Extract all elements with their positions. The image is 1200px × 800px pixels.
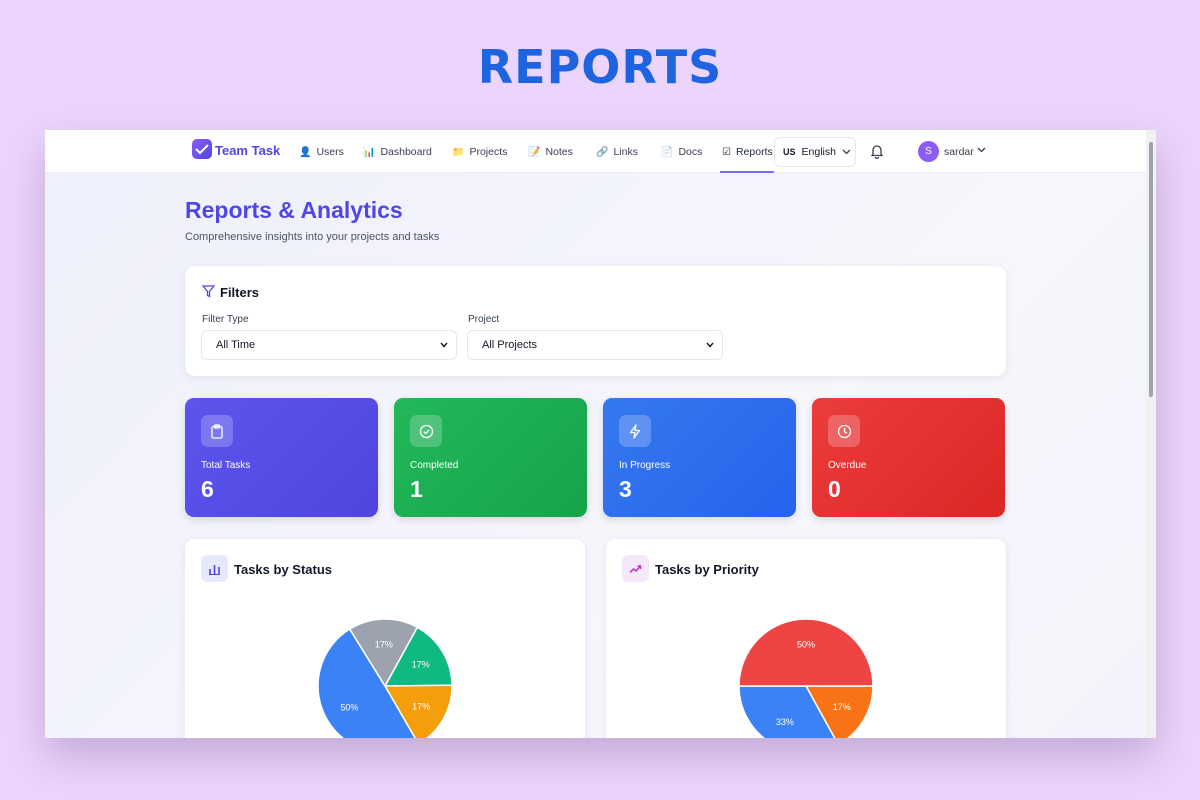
- chevron-down-icon: [440, 342, 448, 348]
- language-selector[interactable]: US English: [774, 137, 856, 167]
- language-label: English: [801, 146, 836, 158]
- filter-icon: [202, 285, 215, 298]
- chart-card-status: Tasks by Status 17% 17% 50% 17%: [185, 539, 585, 738]
- logo-icon[interactable]: [192, 139, 212, 159]
- chart-title: Tasks by Status: [234, 562, 333, 577]
- pie-slice[interactable]: [317, 628, 419, 738]
- top-navbar: Team Task 👤 Users 📊 Dashboard 📁 Projects 📝 N…: [45, 130, 1156, 173]
- scrollbar[interactable]: [1146, 130, 1156, 738]
- stat-label: Overdue: [828, 460, 867, 471]
- pie-slice-label: 50%: [797, 639, 815, 649]
- active-tab-indicator: [720, 171, 774, 173]
- pie-slice-label: 50%: [340, 702, 358, 712]
- link-icon: 🔗: [596, 146, 609, 158]
- chevron-down-icon[interactable]: [977, 147, 986, 153]
- scrollbar-thumb[interactable]: [1149, 142, 1153, 397]
- brand-name[interactable]: Team Task: [215, 143, 281, 158]
- page-subtitle: Comprehensive insights into your project…: [185, 231, 440, 243]
- nav-item-reports[interactable]: ☑ Reports: [722, 146, 773, 158]
- banner-title: REPORTS: [477, 40, 723, 94]
- check-circle-icon: [410, 415, 442, 447]
- app-window: Team Task 👤 Users 📊 Dashboard 📁 Projects 📝 N…: [45, 130, 1156, 738]
- filters-card: Filters Filter Type All Time Project All…: [185, 266, 1006, 376]
- pie-slice[interactable]: [738, 618, 874, 687]
- chevron-down-icon: [706, 342, 714, 348]
- trending-up-icon: [622, 555, 649, 582]
- bar-chart-icon: [201, 555, 228, 582]
- pie-slice-label: 17%: [833, 702, 851, 712]
- document-icon: 📄: [661, 146, 674, 158]
- stat-card-total-tasks[interactable]: Total Tasks 6: [185, 398, 378, 517]
- clipboard-icon: [201, 415, 233, 447]
- memo-icon: 📝: [528, 146, 541, 158]
- chart-title: Tasks by Priority: [655, 562, 759, 577]
- nav-item-docs[interactable]: 📄 Docs: [661, 146, 703, 158]
- nav-item-notes[interactable]: 📝 Notes: [528, 146, 573, 158]
- stat-card-completed[interactable]: Completed 1: [394, 398, 587, 517]
- checkbox-icon: ☑: [722, 146, 731, 158]
- chart-card-priority: Tasks by Priority 17% 33% 50%: [606, 539, 1006, 738]
- stat-value: 0: [828, 476, 841, 502]
- pie-slice[interactable]: [383, 684, 453, 738]
- avatar[interactable]: S: [918, 141, 939, 162]
- page-title: Reports & Analytics: [185, 197, 403, 223]
- nav-item-users[interactable]: 👤 Users: [299, 146, 344, 158]
- nav-item-projects[interactable]: 📁 Projects: [452, 146, 508, 158]
- main-content: Reports & Analytics Comprehensive insigh…: [45, 173, 1156, 738]
- pie-chart-status: 17% 17% 50% 17%: [317, 618, 453, 738]
- chevron-down-icon: [842, 149, 851, 155]
- pie-slice-label: 33%: [776, 717, 794, 727]
- folder-icon: 📁: [452, 146, 465, 158]
- stat-card-overdue[interactable]: Overdue 0: [812, 398, 1005, 517]
- user-name[interactable]: sardar: [944, 146, 974, 158]
- nav-item-links[interactable]: 🔗 Links: [596, 146, 638, 158]
- stat-value: 6: [201, 476, 214, 502]
- filter-type-label: Filter Type: [202, 314, 249, 325]
- pie-slice-label: 17%: [412, 702, 430, 712]
- pie-slice-label: 17%: [375, 639, 393, 649]
- pie-slice[interactable]: [348, 618, 419, 688]
- bell-icon[interactable]: [870, 144, 884, 159]
- filters-title: Filters: [220, 285, 260, 300]
- bust-icon: 👤: [299, 146, 312, 158]
- pie-slice[interactable]: [738, 685, 838, 738]
- bar-chart-icon: 📊: [363, 146, 376, 158]
- project-label: Project: [468, 314, 500, 325]
- stat-card-in-progress[interactable]: In Progress 3: [603, 398, 796, 517]
- filter-type-select[interactable]: All Time: [201, 330, 457, 360]
- pie-slice[interactable]: [383, 626, 453, 687]
- stat-label: Completed: [410, 460, 459, 471]
- stat-value: 3: [619, 476, 632, 502]
- lightning-icon: [619, 415, 651, 447]
- stat-label: In Progress: [619, 460, 671, 471]
- pie-slice[interactable]: [804, 685, 874, 738]
- flag-label: US: [783, 147, 796, 157]
- clock-icon: [828, 415, 860, 447]
- stat-label: Total Tasks: [201, 460, 251, 471]
- stat-value: 1: [410, 476, 423, 502]
- project-select[interactable]: All Projects: [467, 330, 723, 360]
- nav-item-dashboard[interactable]: 📊 Dashboard: [363, 146, 432, 158]
- pie-chart-priority: 17% 33% 50%: [738, 618, 874, 738]
- pie-slice-label: 17%: [412, 660, 430, 670]
